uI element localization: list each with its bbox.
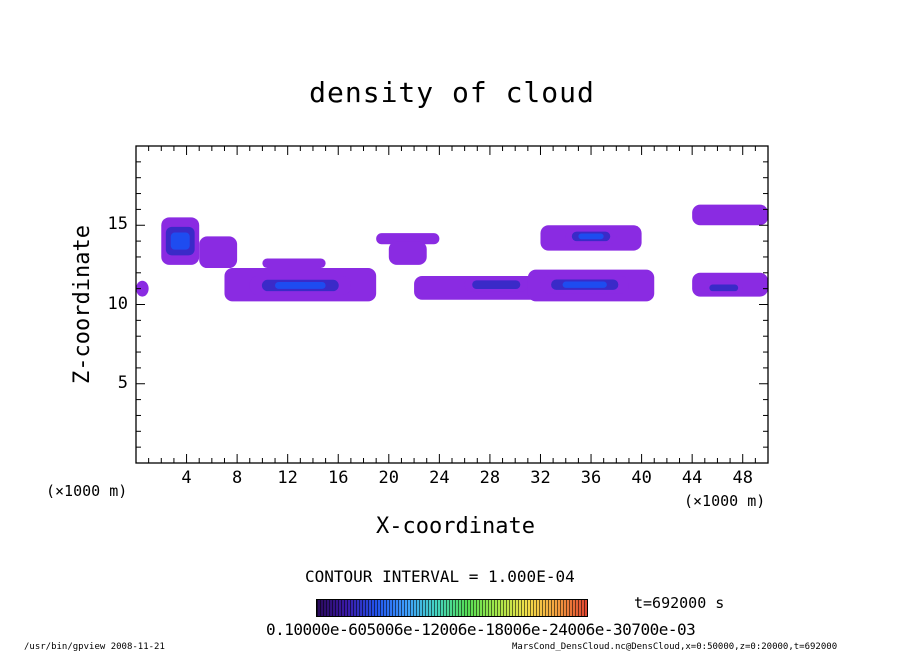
x-tick-label: 4 bbox=[181, 468, 192, 488]
cloud-region bbox=[199, 236, 238, 269]
cloud-region bbox=[262, 258, 326, 269]
cloud-region bbox=[136, 280, 149, 297]
y-tick-label: 10 bbox=[107, 293, 128, 314]
cloud-region bbox=[388, 241, 427, 265]
x-tick-label: 8 bbox=[231, 468, 243, 488]
cloud-region-core bbox=[170, 232, 190, 250]
x-tick-label: 24 bbox=[429, 468, 450, 488]
x-unit-label-right: (×1000 m) bbox=[684, 492, 766, 510]
colorbar-labels: 0.10000e-605006e-12006e-18006e-24006e-30… bbox=[266, 620, 696, 639]
x-axis-label: X-coordinate bbox=[376, 514, 535, 539]
plot-frame bbox=[135, 145, 769, 464]
cloud-region-mid bbox=[472, 280, 521, 289]
colorbar bbox=[316, 599, 588, 617]
x-tick-label: 40 bbox=[631, 468, 652, 488]
cloud-region-core bbox=[275, 282, 326, 289]
time-label: t=692000 s bbox=[634, 594, 725, 612]
x-tick-label: 12 bbox=[277, 468, 298, 488]
x-tick-label: 16 bbox=[327, 468, 349, 488]
axis-ticks bbox=[136, 146, 768, 463]
cloud-region-mid bbox=[709, 284, 739, 292]
chart-title: density of cloud bbox=[309, 76, 595, 109]
x-tick-label: 28 bbox=[479, 468, 501, 488]
cloud-region bbox=[692, 204, 768, 226]
y-tick-label: 5 bbox=[117, 372, 128, 393]
cloud-region bbox=[376, 233, 440, 245]
footer-program-date: /usr/bin/gpview 2008-11-21 bbox=[24, 642, 165, 652]
y-axis-label: Z-coordinate bbox=[70, 225, 95, 384]
x-unit-label-left: (×1000 m) bbox=[46, 482, 128, 500]
x-tick-label: 36 bbox=[580, 468, 602, 488]
contour-interval-label: CONTOUR INTERVAL = 1.000E-04 bbox=[305, 567, 575, 586]
x-tick-label: 32 bbox=[530, 468, 551, 488]
footer-source: MarsCond_DensCloud.nc@DensCloud,x=0:5000… bbox=[512, 642, 838, 652]
cloud-region-core bbox=[578, 233, 604, 240]
x-tick-label: 44 bbox=[681, 468, 703, 488]
cloud-region-core bbox=[562, 281, 607, 288]
x-tick-label: 20 bbox=[378, 468, 400, 488]
cloud-density-field bbox=[136, 204, 768, 302]
x-tick-label: 48 bbox=[732, 468, 753, 488]
y-tick-label: 15 bbox=[107, 214, 128, 235]
